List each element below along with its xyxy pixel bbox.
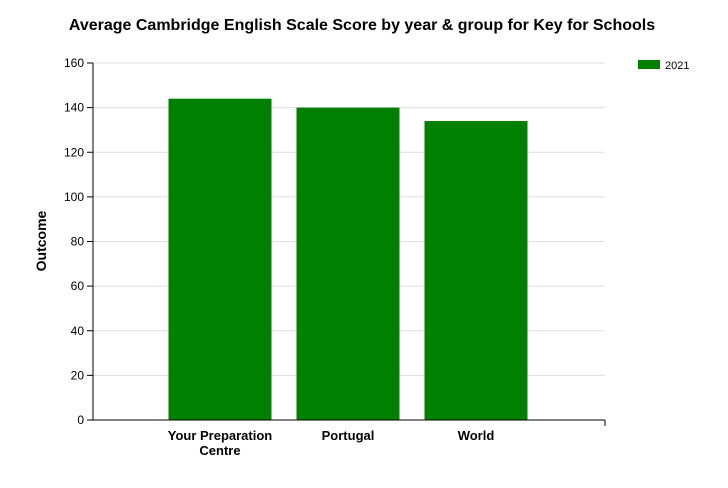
bar <box>296 107 400 420</box>
bar <box>168 98 272 420</box>
y-tick-label: 140 <box>64 101 84 115</box>
x-category-label: Centre <box>199 443 240 458</box>
bars <box>168 98 528 420</box>
legend-label: 2021 <box>665 60 689 72</box>
y-tick-label: 100 <box>64 190 84 204</box>
legend: 2021 <box>638 60 689 72</box>
x-category-label: World <box>458 428 495 443</box>
y-axis-label: Outcome <box>33 210 49 271</box>
y-tick-label: 80 <box>71 235 85 249</box>
legend-swatch <box>638 60 660 69</box>
y-tick-label: 40 <box>71 324 85 338</box>
y-tick-label: 160 <box>64 56 84 70</box>
y-tick-label: 20 <box>71 368 85 382</box>
y-tick-label: 0 <box>77 413 84 427</box>
y-tick-label: 60 <box>71 279 85 293</box>
bar <box>424 121 528 420</box>
y-tick-label: 120 <box>64 145 84 159</box>
y-ticks: 0 20 40 60 80 100 120 140 160 <box>64 56 93 427</box>
x-category-label: Portugal <box>322 428 375 443</box>
x-category-label: Your Preparation <box>168 428 273 443</box>
chart-title: Average Cambridge English Scale Score by… <box>69 17 655 34</box>
